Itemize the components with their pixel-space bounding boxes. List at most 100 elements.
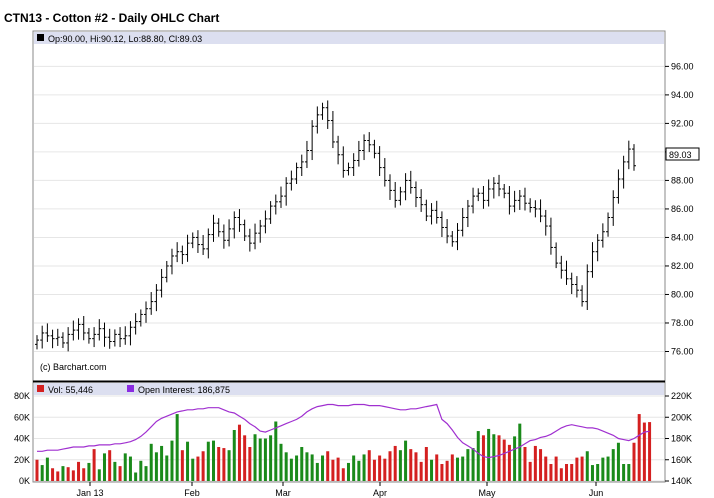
- ohlc-values: Op:90.00, Hi:90.12, Lo:88.80, Cl:89.03: [48, 34, 202, 44]
- volume-bar: [414, 452, 418, 481]
- volume-bar: [497, 435, 501, 481]
- ohlc-bar: [388, 174, 393, 200]
- volume-bar: [570, 464, 574, 481]
- volume-bar: [336, 457, 340, 481]
- price-tick-label: 96.00: [671, 61, 694, 71]
- ohlc-bar: [294, 162, 299, 184]
- ohlc-bar: [548, 217, 553, 255]
- volume-header-bar: [34, 383, 664, 395]
- oi-tick-label: 200K: [671, 412, 692, 422]
- volume-bar: [82, 468, 86, 481]
- volume-bar: [253, 434, 257, 481]
- volume-bar: [528, 461, 532, 481]
- ohlc-bar: [512, 190, 517, 213]
- volume-bar: [248, 447, 252, 481]
- volume-bar: [40, 465, 44, 481]
- volume-bar: [372, 459, 376, 481]
- ohlc-bar: [611, 190, 616, 226]
- ohlc-bar: [304, 140, 309, 169]
- price-tick-label: 78.00: [671, 318, 694, 328]
- ohlc-bar: [585, 264, 590, 311]
- ohlc-bar: [102, 322, 107, 347]
- ohlc-bar: [253, 223, 258, 250]
- ohlc-bar: [35, 335, 39, 350]
- volume-bar: [637, 414, 641, 481]
- ohlc-bar: [315, 106, 320, 134]
- volume-bar: [419, 461, 423, 481]
- ohlc-bar: [149, 292, 154, 315]
- volume-bar: [440, 464, 444, 481]
- volume-bar: [51, 468, 55, 481]
- volume-bar: [227, 450, 231, 481]
- volume-bar: [549, 464, 553, 481]
- ohlc-bar: [356, 140, 361, 167]
- ohlc-bar: [195, 230, 200, 253]
- volume-bar: [367, 450, 371, 481]
- ohlc-bar: [559, 255, 564, 279]
- ohlc-bar: [606, 212, 611, 237]
- ohlc-bar: [66, 327, 71, 352]
- volume-bar: [237, 424, 241, 481]
- volume-bar: [149, 443, 153, 481]
- ohlc-bar: [273, 194, 278, 215]
- volume-bar: [139, 460, 143, 481]
- volume-bar: [424, 447, 428, 481]
- volume-bar: [77, 461, 81, 481]
- ohlc-bar: [284, 177, 289, 206]
- ohlc-bar: [76, 318, 81, 340]
- volume-bar: [300, 447, 304, 481]
- volume-bar: [310, 454, 314, 481]
- volume-bar: [71, 470, 75, 481]
- volume-bar: [201, 451, 205, 481]
- ohlc-bar: [247, 228, 252, 252]
- x-tick-label: Apr: [373, 488, 387, 498]
- volume-bar: [357, 460, 361, 481]
- volume-bar: [35, 459, 39, 481]
- x-tick-label: Jun: [589, 488, 604, 498]
- volume-bar: [295, 455, 299, 481]
- volume-bar: [315, 462, 319, 481]
- volume-bar: [430, 459, 434, 481]
- volume-bar: [160, 445, 164, 481]
- ohlc-bar: [564, 260, 569, 285]
- volume-bar: [435, 454, 439, 481]
- volume-bar: [502, 439, 506, 481]
- open-interest-legend-label: Open Interest: 186,875: [138, 385, 230, 395]
- volume-bar: [590, 465, 594, 481]
- volume-bar: [97, 469, 101, 481]
- ohlc-bar: [159, 268, 164, 298]
- ohlc-bar: [632, 144, 636, 171]
- volume-bar: [492, 434, 496, 481]
- ohlc-bar: [123, 326, 128, 345]
- ohlc-bar: [434, 200, 439, 224]
- ohlc-bar: [325, 100, 330, 129]
- volume-bar: [108, 450, 112, 481]
- volume-bar: [258, 438, 262, 481]
- last-price-tag: [665, 147, 700, 161]
- ohlc-bar: [502, 183, 507, 199]
- ohlc-bar: [600, 223, 605, 248]
- volume-bar: [212, 440, 216, 481]
- volume-bar: [113, 461, 117, 481]
- volume-bar: [378, 455, 382, 481]
- volume-bar: [289, 458, 293, 481]
- volume-bar: [123, 453, 127, 481]
- volume-bar: [539, 449, 543, 481]
- volume-bar: [305, 452, 309, 481]
- price-tick-label: 80.00: [671, 289, 694, 299]
- open-interest-legend-icon: [127, 385, 134, 392]
- ohlc-bar: [626, 140, 631, 170]
- ohlc-bar: [133, 313, 138, 335]
- volume-bar: [186, 441, 190, 481]
- volume-bar: [466, 449, 470, 481]
- ohlc-bar: [346, 162, 351, 176]
- volume-bar: [398, 450, 402, 481]
- ohlc-bar: [330, 111, 335, 149]
- volume-bar: [118, 466, 122, 481]
- volume-bar: [92, 449, 96, 481]
- ohlc-bar: [71, 320, 76, 341]
- last-price-label: 89.03: [669, 150, 692, 160]
- volume-bar: [217, 447, 221, 481]
- ohlc-bar: [439, 211, 444, 238]
- ohlc-bar: [429, 203, 434, 225]
